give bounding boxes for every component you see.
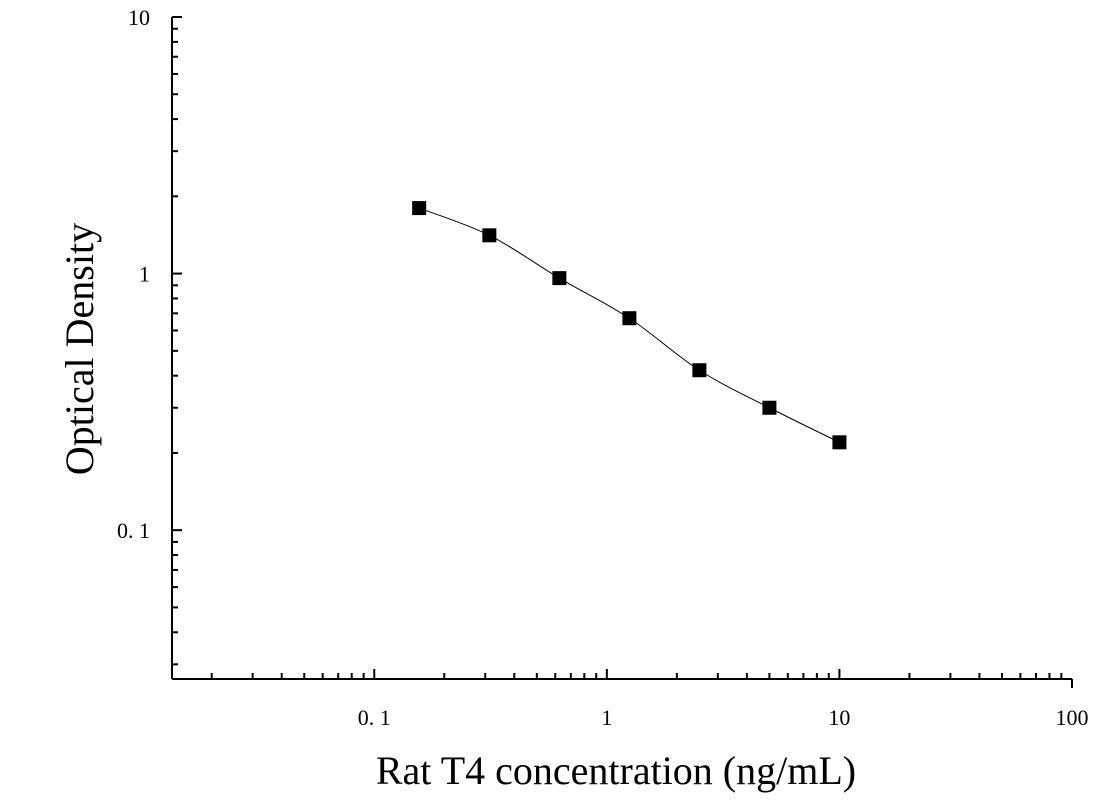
- x-tick-label: 1: [601, 705, 612, 730]
- data-point: [832, 435, 847, 450]
- x-tick-label: 0. 1: [358, 705, 391, 730]
- x-axis-title: Rat T4 concentration (ng/mL): [376, 748, 856, 793]
- y-tick-label: 10: [128, 5, 150, 30]
- axes: [171, 17, 1072, 680]
- tick-labels: 0. 1 1 10 100 0. 1 1 10: [117, 5, 1089, 730]
- data-point: [622, 311, 637, 326]
- data-point: [412, 201, 427, 216]
- y-tick-label: 0. 1: [117, 518, 150, 543]
- data-point: [482, 228, 497, 243]
- data-point: [692, 363, 707, 378]
- data-point: [552, 271, 567, 286]
- ticks: [172, 16, 1073, 688]
- data-point: [762, 400, 777, 415]
- data-markers: [412, 201, 847, 450]
- y-tick-label: 1: [139, 262, 150, 287]
- x-tick-label: 100: [1056, 705, 1089, 730]
- x-tick-label: 10: [828, 705, 850, 730]
- y-axis-title: Optical Density: [57, 223, 102, 475]
